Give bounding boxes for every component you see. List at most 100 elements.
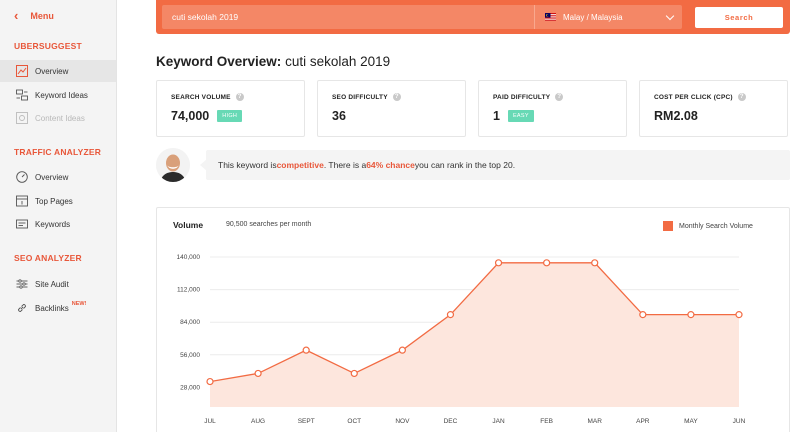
menu-label: Menu xyxy=(30,11,54,21)
data-point xyxy=(735,311,743,319)
card-label: COST PER CLICK (CPC) xyxy=(654,93,733,101)
x-tick-label: JAN xyxy=(492,418,505,425)
data-point xyxy=(591,259,599,267)
sidebar-item-label: Backlinks xyxy=(35,303,69,313)
sidebar-item-label: Site Audit xyxy=(35,279,69,289)
x-tick-label: OCT xyxy=(347,418,361,425)
insight-text-1: This keyword is xyxy=(218,160,277,170)
section-title-seo-analyzer: SEO ANALYZER xyxy=(14,253,82,263)
search-volume-card: SEARCH VOLUME? 74,000 HIGH xyxy=(156,80,305,137)
sidebar-item-keywords[interactable]: Keywords xyxy=(0,213,116,235)
keywords-icon xyxy=(16,219,28,229)
chevron-left-icon: ‹ xyxy=(14,8,19,23)
sidebar: ‹ Menu UBERSUGGEST Overview Keyword Idea… xyxy=(0,0,117,432)
insight-message: This keyword is competitive. There is a … xyxy=(206,150,790,180)
cpc-value: RM2.08 xyxy=(654,109,698,123)
y-tick-label: 28,000 xyxy=(180,384,200,391)
x-tick-label: DEC xyxy=(444,418,458,425)
gauge-icon xyxy=(16,171,28,183)
chart-subtitle: 90,500 searches per month xyxy=(226,221,312,228)
legend-label: Monthly Search Volume xyxy=(679,222,753,230)
data-point xyxy=(687,311,695,319)
legend-swatch xyxy=(663,221,673,231)
insight-text-3: you can rank in the top 20. xyxy=(414,160,516,170)
sidebar-item-label: Overview xyxy=(35,172,69,182)
country-label: Malay / Malaysia xyxy=(563,12,623,22)
search-bar: Malay / Malaysia Search xyxy=(156,0,790,34)
help-icon[interactable]: ? xyxy=(235,93,244,101)
chart-legend[interactable]: Monthly Search Volume xyxy=(663,221,753,231)
card-label: SEARCH VOLUME xyxy=(171,93,231,101)
x-tick-label: FEB xyxy=(540,418,553,425)
x-tick-label: AUG xyxy=(251,418,265,425)
easy-badge: EASY xyxy=(507,110,534,122)
data-point xyxy=(543,259,551,267)
sidebar-item-top-pages[interactable]: Top Pages xyxy=(0,190,116,212)
chart-title: Volume xyxy=(173,220,204,230)
x-tick-label: NOV xyxy=(395,418,410,425)
data-point xyxy=(398,346,406,354)
seo-difficulty-card: SEO DIFFICULTY? 36 xyxy=(317,80,466,137)
page-title: Keyword Overview: cuti sekolah 2019 xyxy=(156,54,390,69)
data-point xyxy=(350,369,358,378)
sidebar-item-label: Keywords xyxy=(35,219,71,229)
search-volume-value: 74,000 xyxy=(171,109,210,123)
content-ideas-icon xyxy=(16,112,28,124)
data-point xyxy=(446,311,455,319)
x-tick-label: JUL xyxy=(204,418,216,425)
y-tick-label: 112,000 xyxy=(177,287,200,294)
series-area xyxy=(210,262,739,407)
search-button[interactable]: Search xyxy=(695,7,783,28)
insight-competitive: competitive xyxy=(276,160,324,170)
keyword-ideas-icon xyxy=(16,89,28,101)
seo-difficulty-value: 36 xyxy=(332,109,346,123)
x-tick-label: SEPT xyxy=(298,418,315,425)
x-tick-label: MAR xyxy=(588,418,603,425)
data-point xyxy=(206,377,214,386)
backlinks-icon xyxy=(18,304,26,312)
sidebar-item-label: Top Pages xyxy=(35,196,73,206)
high-badge: HIGH xyxy=(217,110,243,122)
sidebar-item-label: Content Ideas xyxy=(35,113,85,123)
top-pages-icon xyxy=(16,195,28,207)
paid-difficulty-value: 1 xyxy=(493,109,500,123)
y-tick-label: 56,000 xyxy=(180,352,200,359)
data-point xyxy=(494,259,503,267)
card-label: PAID DIFFICULTY xyxy=(493,93,551,101)
data-point xyxy=(639,311,647,319)
x-tick-label: MAY xyxy=(684,418,698,425)
new-badge: NEW! xyxy=(71,301,87,307)
data-point xyxy=(302,346,310,354)
sidebar-item-label: Overview xyxy=(35,66,69,76)
cpc-card: COST PER CLICK (CPC)? RM2.08 xyxy=(639,80,788,137)
overview-icon xyxy=(16,65,28,77)
page-title-prefix: Keyword Overview: xyxy=(156,54,282,69)
section-title-traffic-analyzer: TRAFFIC ANALYZER xyxy=(14,147,102,157)
sidebar-item-label: Keyword Ideas xyxy=(35,90,88,100)
card-label: SEO DIFFICULTY xyxy=(332,93,388,101)
person-avatar-icon xyxy=(156,148,190,182)
help-icon[interactable]: ? xyxy=(555,93,564,101)
avatar xyxy=(156,148,190,182)
page-title-keyword: cuti sekolah 2019 xyxy=(285,54,391,69)
section-title-ubersuggest: UBERSUGGEST xyxy=(14,41,82,51)
country-select[interactable]: Malay / Malaysia xyxy=(534,5,682,29)
chevron-down-icon xyxy=(665,11,675,21)
help-icon[interactable]: ? xyxy=(392,93,401,101)
data-point xyxy=(254,369,262,378)
insight-pointer xyxy=(200,159,207,171)
volume-chart: 28,000 56,000 84,000 112,000 140,000 JUL AUG SE… xyxy=(177,254,746,425)
sidebar-item-backlinks[interactable]: Backlinks NEW! xyxy=(0,297,116,319)
menu-toggle[interactable]: ‹ Menu xyxy=(14,8,54,23)
sidebar-item-traffic-overview[interactable]: Overview xyxy=(0,166,116,188)
x-tick-label: APR xyxy=(636,418,650,425)
help-icon[interactable]: ? xyxy=(737,93,746,101)
sidebar-item-overview[interactable]: Overview xyxy=(0,60,116,82)
search-input[interactable] xyxy=(162,5,542,29)
sidebar-item-keyword-ideas[interactable]: Keyword Ideas xyxy=(0,84,116,106)
sidebar-item-site-audit[interactable]: Site Audit xyxy=(0,273,116,295)
insight-chance: 64% chance xyxy=(366,160,415,170)
malaysia-flag-icon xyxy=(545,13,556,21)
series-line xyxy=(209,262,739,383)
sidebar-item-content-ideas[interactable]: Content Ideas xyxy=(0,107,116,129)
